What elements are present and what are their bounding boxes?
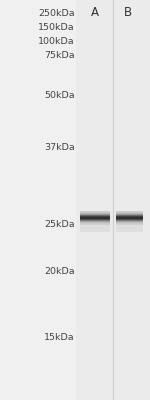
Bar xyxy=(76,0,150,400)
Text: 75kDa: 75kDa xyxy=(44,51,75,60)
Bar xyxy=(116,225,143,232)
Text: 150kDa: 150kDa xyxy=(38,24,75,32)
Text: 15kDa: 15kDa xyxy=(44,334,75,342)
Text: 250kDa: 250kDa xyxy=(38,10,75,18)
Bar xyxy=(80,225,110,232)
Text: 50kDa: 50kDa xyxy=(44,91,75,100)
Text: B: B xyxy=(124,6,132,19)
Text: 100kDa: 100kDa xyxy=(38,38,75,46)
Text: A: A xyxy=(91,6,99,19)
Text: 20kDa: 20kDa xyxy=(44,267,75,276)
Text: 25kDa: 25kDa xyxy=(44,220,75,229)
Text: 37kDa: 37kDa xyxy=(44,143,75,152)
